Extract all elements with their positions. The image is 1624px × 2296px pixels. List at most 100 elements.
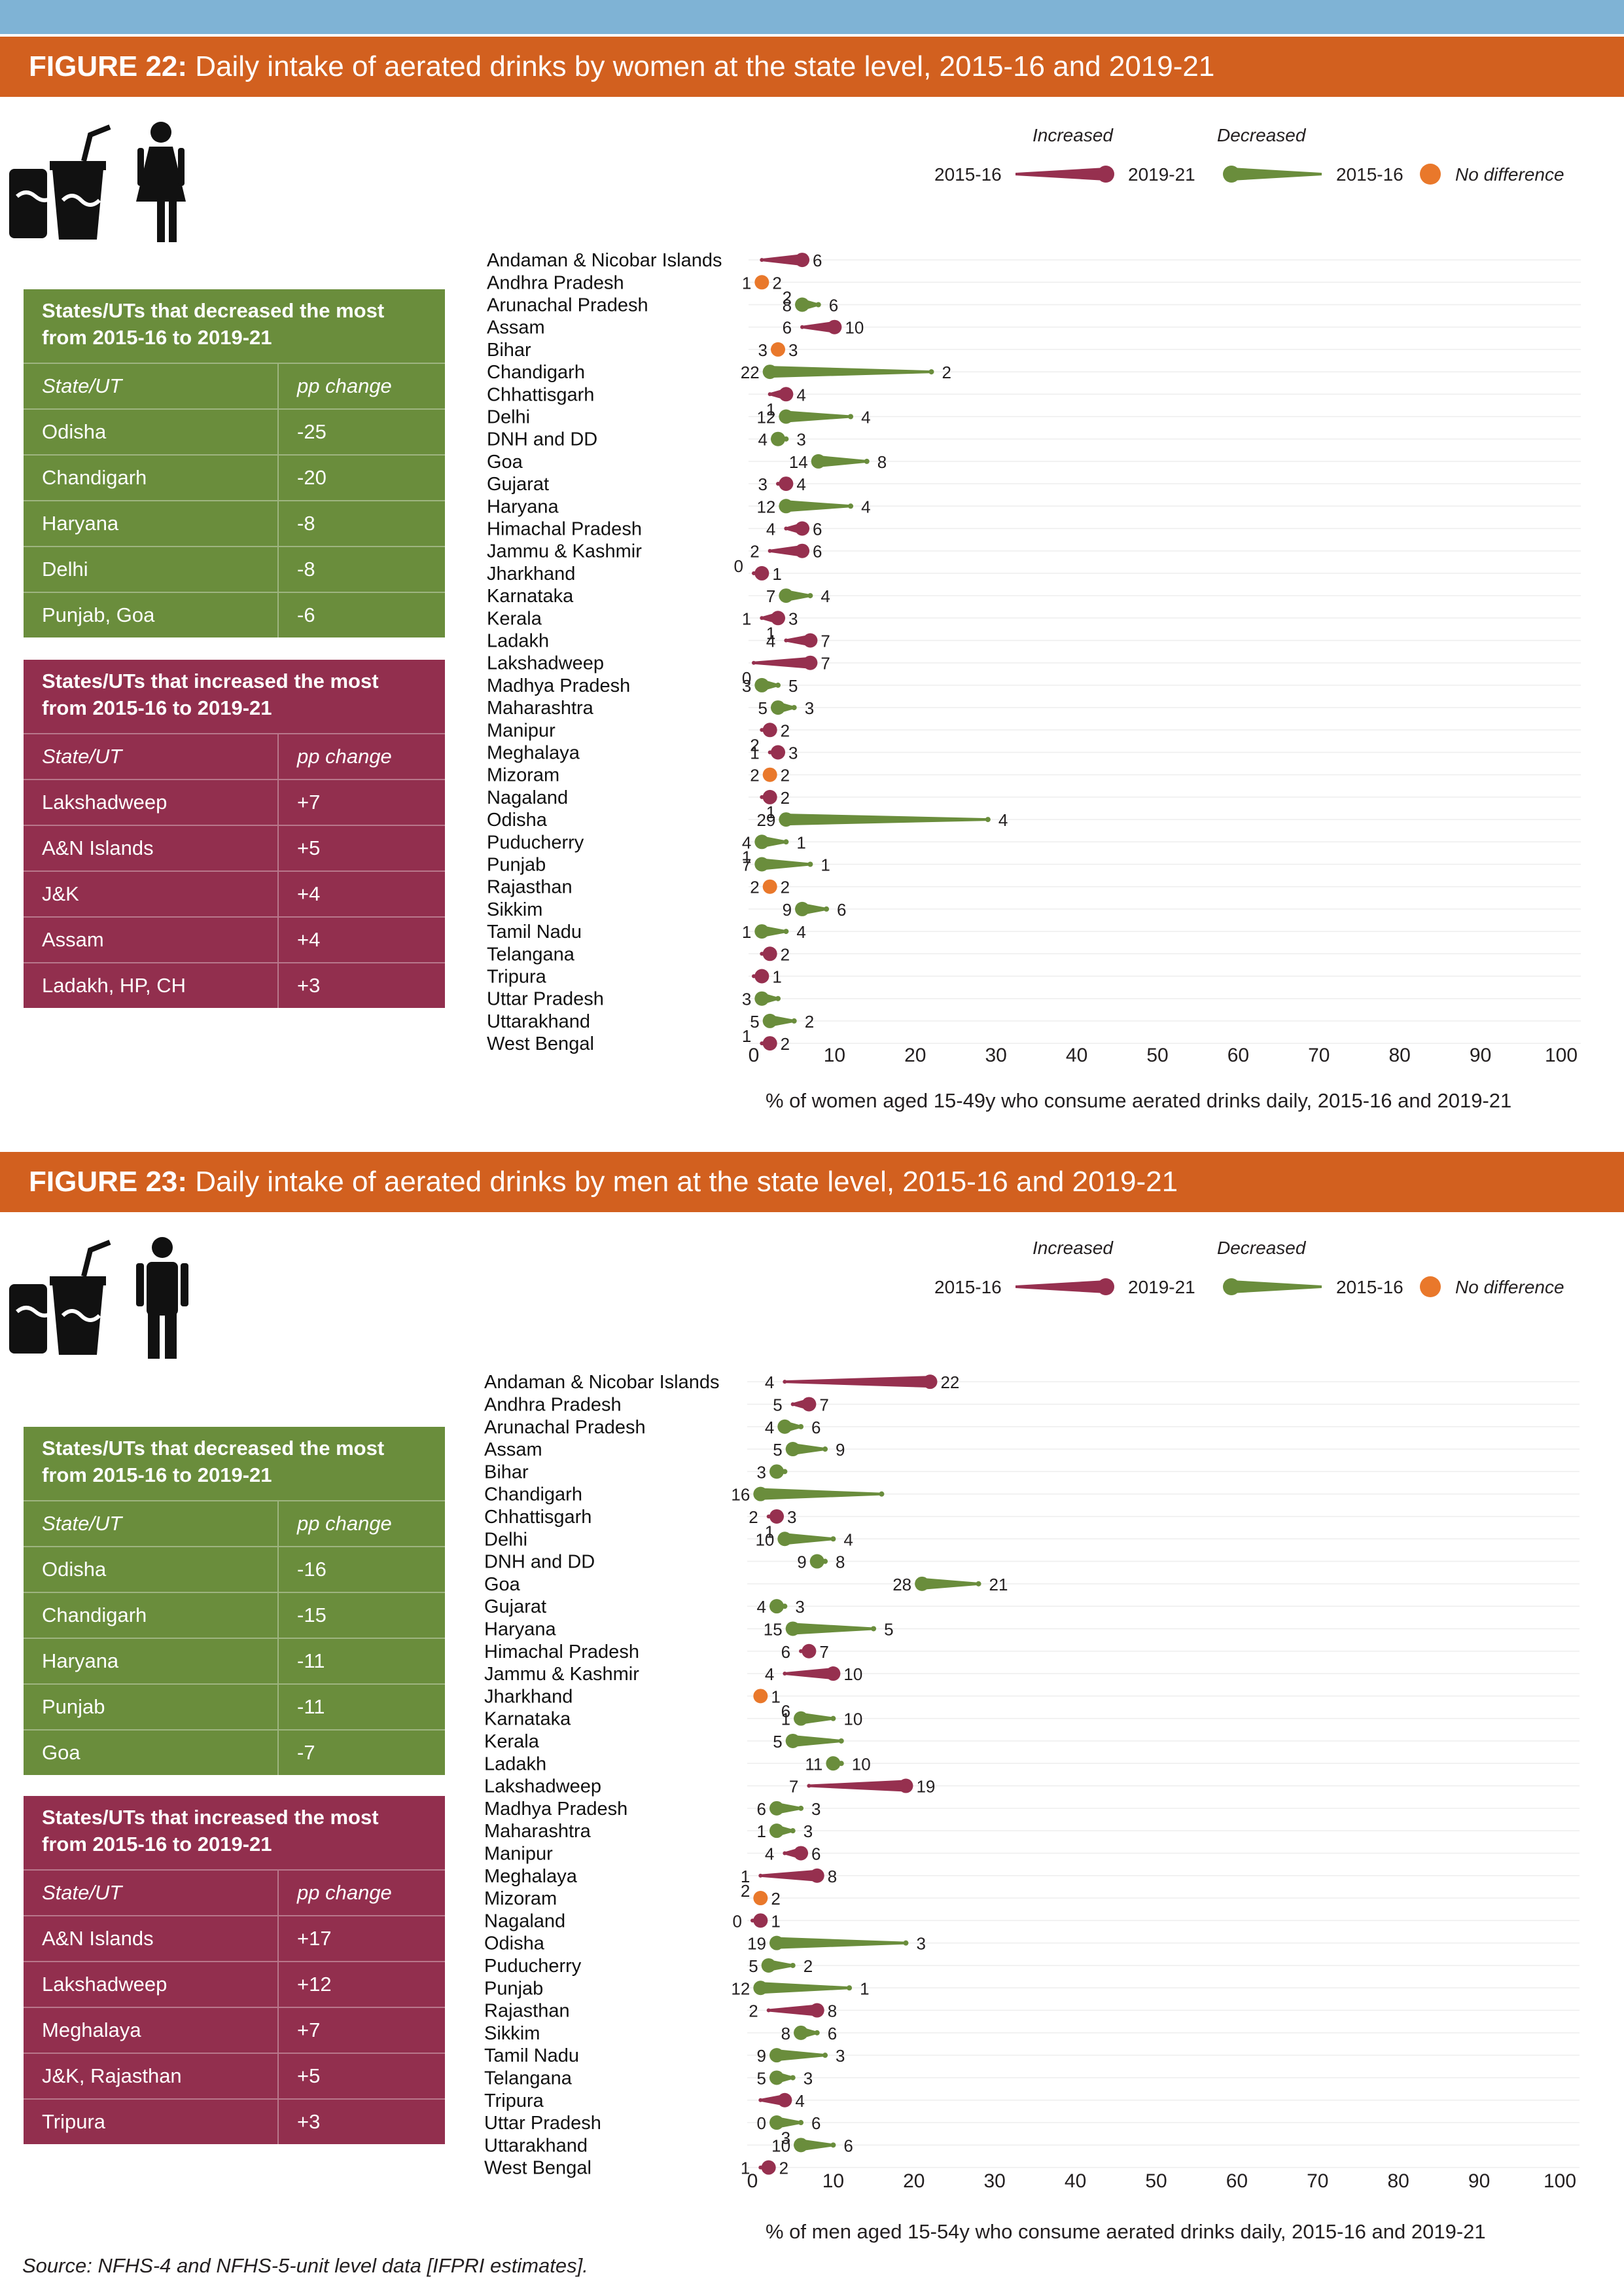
state-label: Lakshadweep (484, 1776, 601, 1797)
x-tick-label: 20 (903, 2170, 925, 2192)
value-label-right: 4 (795, 2091, 804, 2111)
value-label-left: 2 (749, 1507, 758, 1527)
state-label: Kerala (484, 1731, 540, 1752)
state-label: Goa (484, 1574, 521, 1595)
start-dot-2015-16 (807, 593, 813, 599)
change-cell: -8 (297, 558, 315, 581)
start-dot-2015-16 (752, 974, 756, 978)
end-dot-2019-21 (777, 2092, 792, 2108)
value-label-right: 3 (788, 609, 798, 628)
state-label: Arunachal Pradesh (487, 295, 648, 316)
value-label-right: 6 (811, 1418, 821, 1437)
end-dot-2019-21 (795, 521, 810, 536)
x-tick-label: 10 (824, 1045, 845, 1066)
decrease-bar (801, 2139, 834, 2151)
state-cell: Chandigarh (24, 456, 279, 500)
start-dot-2015-16 (871, 1626, 877, 1632)
value-label-left: 9 (797, 1552, 806, 1572)
start-dot-2015-16 (783, 1672, 787, 1676)
table-header-row: State/UT pp change (24, 363, 445, 408)
table-row: Lakshadweep +12 (24, 1961, 445, 2007)
state-label: West Bengal (487, 1033, 594, 1054)
figure-23-banner: FIGURE 23: Daily intake of aerated drink… (0, 1152, 1624, 1212)
state-cell: Punjab, Goa (24, 593, 279, 637)
value-label-left: 5 (773, 1732, 782, 1751)
end-dot-2019-21 (803, 633, 818, 648)
state-cell: Chandigarh (24, 1593, 279, 1638)
table-title: States/UTs that increased the most from … (24, 660, 445, 733)
state-label: Andhra Pradesh (487, 272, 624, 293)
state-label: Karnataka (487, 586, 574, 607)
value-label-extra: 1 (742, 848, 751, 867)
start-dot-2015-16 (760, 1041, 764, 1046)
value-label-right: 5 (884, 1619, 893, 1639)
value-label-left: 4 (765, 1418, 774, 1437)
start-dot-2015-16 (783, 839, 789, 845)
x-tick-label: 100 (1544, 2170, 1576, 2192)
value-label-left: 4 (758, 430, 768, 450)
end-dot-2019-21 (785, 1442, 800, 1457)
end-dot-2019-21 (769, 1509, 785, 1524)
increase-bar (754, 656, 811, 669)
value-label-left: 19 (747, 1934, 766, 1954)
end-dot-2019-21 (754, 565, 769, 581)
value-label-left: 6 (783, 318, 792, 338)
decrease-bar (792, 1623, 874, 1635)
start-dot-2015-16 (879, 1491, 885, 1497)
state-label: West Bengal (484, 2158, 591, 2179)
value-label-right: 3 (803, 1821, 813, 1841)
decrease-bar (792, 1734, 841, 1747)
value-label-right: 4 (796, 922, 805, 942)
table-row: Chandigarh -15 (24, 1592, 445, 1638)
start-dot-2015-16 (783, 1380, 787, 1384)
change-cell: -7 (297, 1741, 315, 1764)
table-header-row: State/UT pp change (24, 1500, 445, 1546)
state-label: Sikkim (484, 2023, 540, 2044)
women-drink-icon (5, 118, 202, 262)
start-dot-2015-16 (760, 728, 764, 732)
fig23-dumbbell-chart: 0 10 20 30 40 50 60 70 80 90 100 22 4 7 5 6 4 9 5 3 16 3 2 4 10 1… (0, 1152, 1624, 2243)
value-label-left: 4 (765, 1664, 774, 1684)
value-label-right: 7 (819, 1642, 828, 1662)
state-cell: J&K (24, 872, 279, 916)
state-label: Chandigarh (484, 1484, 582, 1505)
value-label-left: 8 (781, 2024, 790, 2043)
state-label: Jharkhand (487, 564, 575, 584)
value-label-left: 1 (741, 2159, 750, 2178)
end-dot-2019-21 (753, 1981, 768, 1996)
end-dot-2019-21 (779, 499, 794, 514)
no-difference-dot (762, 767, 777, 782)
table-row: Odisha -16 (24, 1546, 445, 1592)
value-label-right: 3 (803, 2068, 813, 2088)
value-label-left: 3 (758, 340, 768, 360)
end-dot-2019-21 (762, 789, 777, 804)
value-label-left: 15 (764, 1619, 783, 1639)
legend-svg: Increased Decreased 2015-16 2019-21 2015-16 N… (934, 1238, 1564, 1297)
end-dot-2019-21 (754, 991, 769, 1006)
value-label-left: 4 (742, 833, 751, 852)
value-label-right: 7 (821, 632, 830, 651)
end-dot-2019-21 (802, 1397, 817, 1412)
value-label-right: 21 (989, 1575, 1008, 1594)
value-label-right: 3 (796, 430, 805, 450)
state-label: DNH and DD (487, 429, 597, 450)
x-tick-label: 0 (747, 2170, 758, 2192)
x-tick-label: 50 (1146, 1045, 1168, 1066)
x-tick-label: 40 (1066, 1045, 1087, 1066)
value-label-left: 28 (892, 1575, 911, 1594)
no-difference-dot (762, 879, 777, 894)
end-dot-2019-21 (754, 969, 769, 984)
value-label-right: 4 (861, 408, 870, 427)
table-row: Assam +4 (24, 916, 445, 962)
value-label-left: 2 (750, 542, 759, 562)
increase-bar (809, 1780, 906, 1792)
end-dot-2019-21 (795, 297, 810, 312)
column-header-change: pp change (297, 745, 392, 768)
end-dot-2019-21 (762, 1036, 777, 1051)
value-label-right: 3 (788, 744, 798, 763)
value-label-right: 19 (916, 1777, 935, 1797)
value-label-right: 4 (821, 586, 830, 606)
value-label-right: 3 (836, 2046, 845, 2066)
value-label-right: 4 (796, 385, 805, 404)
value-label-left: 12 (756, 497, 775, 516)
